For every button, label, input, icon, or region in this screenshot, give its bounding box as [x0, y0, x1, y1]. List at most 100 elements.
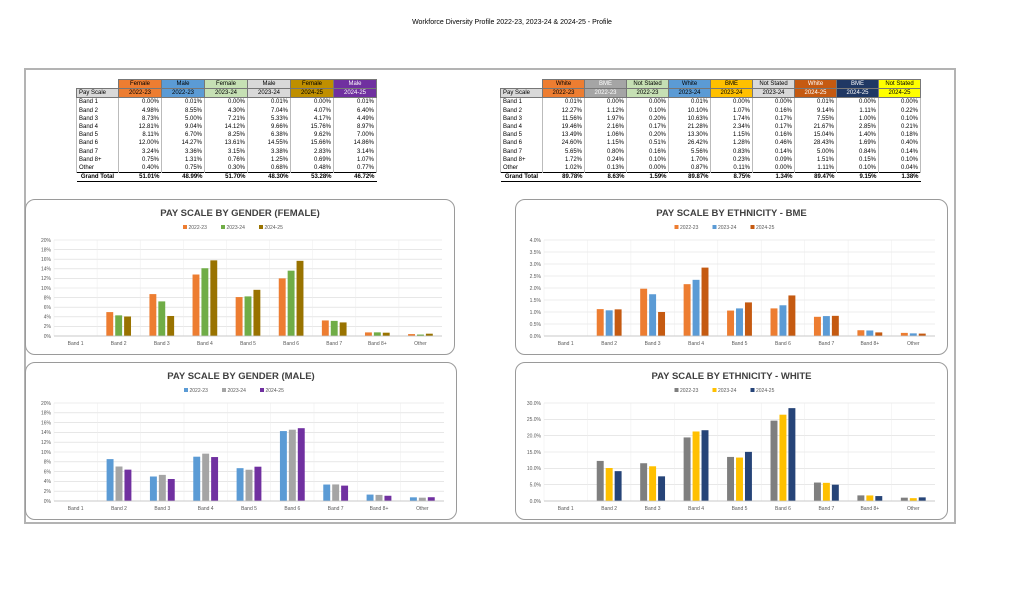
- bar: [701, 267, 709, 336]
- table-cell: 8.25%: [204, 131, 248, 140]
- table-group-header: BME: [836, 78, 879, 90]
- pay-scale-header: Pay Scale: [500, 88, 543, 99]
- table-cell: 0.23%: [710, 155, 753, 165]
- table-cell: 1.70%: [668, 155, 711, 165]
- x-tick-label: Band 4: [688, 341, 704, 347]
- table-cell: 6.38%: [247, 131, 291, 140]
- table-row: Other 1.02% 0.13% 0.00% 0.87% 0.11% 0.00% 1.11%…: [500, 164, 921, 173]
- table-cell: 0.77%: [333, 164, 377, 173]
- bar: [332, 484, 340, 501]
- year-header: 2022-23: [161, 88, 205, 99]
- x-tick-label: Band 5: [732, 506, 748, 512]
- table-cell: 0.22%: [878, 106, 921, 115]
- table-cell: 0.09%: [752, 155, 795, 165]
- table-group-header: Female: [290, 78, 334, 90]
- y-tick-label: 0.0%: [530, 334, 542, 340]
- bar: [831, 315, 839, 336]
- year-header: 2022-23: [584, 88, 627, 99]
- x-tick-label: Other: [414, 341, 427, 347]
- bar: [244, 296, 252, 336]
- table-row: Band 7 3.24% 3.36% 3.15% 3.38% 2.83% 3.14%: [76, 147, 377, 156]
- total-cell: 8.63%: [584, 172, 627, 183]
- table-cell: 0.21%: [878, 123, 921, 132]
- bar: [323, 484, 331, 501]
- chart-svg: PAY SCALE BY ETHNICITY - BME 2022-23 2023-…: [530, 208, 935, 347]
- y-tick-label: 15.0%: [527, 450, 542, 456]
- table-cell: 1.00%: [836, 114, 879, 124]
- bar: [235, 297, 243, 336]
- x-tick-label: Band 7: [328, 506, 344, 512]
- bar: [366, 494, 374, 501]
- chart-svg: PAY SCALE BY GENDER (MALE) 2022-23 2023-24…: [41, 371, 444, 512]
- y-tick-label: 2%: [44, 324, 52, 330]
- legend-swatch: [184, 388, 188, 392]
- table-cell: 0.00%: [204, 97, 248, 107]
- y-tick-label: 4%: [44, 479, 52, 485]
- table-cell: 0.68%: [247, 164, 291, 173]
- total-row: Grand Total 89.78% 8.63% 1.59% 89.87% 8.75% 1.…: [500, 172, 921, 183]
- table-cell: 0.18%: [878, 131, 921, 140]
- bar: [744, 302, 752, 336]
- y-tick-label: 14%: [41, 430, 52, 436]
- table-group-header: BME: [710, 78, 753, 90]
- table-cell: 15.76%: [290, 123, 334, 132]
- row-label: Band 6: [76, 139, 119, 148]
- row-label: Band 1: [500, 97, 543, 107]
- bar: [115, 466, 123, 501]
- table-cell: 0.04%: [878, 164, 921, 173]
- table-cell: 13.49%: [542, 131, 585, 140]
- x-tick-label: Band 5: [732, 341, 748, 347]
- table-row: Band 2 4.98% 8.55% 4.30% 7.04% 4.07% 6.40%: [76, 106, 377, 115]
- table-cell: 0.00%: [878, 97, 921, 107]
- year-header: 2024-25: [290, 88, 334, 99]
- table-group-header: Male: [161, 78, 205, 90]
- table-cell: 8.11%: [118, 131, 162, 140]
- table-cell: 6.70%: [161, 131, 205, 140]
- table-cell: 0.75%: [161, 164, 205, 173]
- gender-table: Female Male Female Male Female Male Pay Scale 2…: [76, 78, 377, 183]
- y-tick-label: 16%: [41, 420, 52, 426]
- bar: [106, 312, 114, 336]
- year-header: 2024-25: [794, 88, 837, 99]
- legend-swatch: [183, 225, 187, 229]
- bar: [640, 288, 648, 336]
- table-cell: 0.17%: [752, 114, 795, 124]
- table-cell: 3.14%: [333, 147, 377, 156]
- bar: [254, 466, 262, 501]
- bar: [779, 414, 787, 501]
- bar: [866, 330, 874, 336]
- total-cell: 51.70%: [204, 172, 248, 183]
- legend-swatch: [712, 388, 717, 392]
- x-tick-label: Band 2: [111, 506, 127, 512]
- table-cell: 0.13%: [584, 164, 627, 173]
- table-cell: 0.75%: [118, 155, 162, 165]
- chart-panel-female: PAY SCALE BY GENDER (FEMALE) 2022-23 2023-…: [25, 199, 455, 355]
- chart-svg: PAY SCALE BY GENDER (FEMALE) 2022-23 2023-…: [41, 208, 442, 347]
- x-tick-label: Band 1: [68, 341, 84, 347]
- total-cell: 1.34%: [752, 172, 795, 183]
- x-tick-label: Band 7: [818, 506, 834, 512]
- y-tick-label: 6%: [44, 469, 52, 475]
- bar: [788, 295, 796, 336]
- bar: [701, 430, 709, 501]
- x-tick-label: Band 2: [601, 341, 617, 347]
- table-cell: 2.34%: [710, 123, 753, 132]
- table-cell: 0.01%: [542, 97, 585, 107]
- legend-swatch: [674, 388, 679, 392]
- table-cell: 7.21%: [204, 114, 248, 124]
- bar: [909, 333, 917, 336]
- chart-title: PAY SCALE BY GENDER (FEMALE): [160, 208, 320, 219]
- bar: [866, 495, 874, 501]
- x-tick-label: Other: [416, 506, 429, 512]
- table-cell: 8.73%: [118, 114, 162, 124]
- x-tick-label: Band 6: [775, 341, 791, 347]
- table-cell: 0.16%: [752, 131, 795, 140]
- table-group-header: Not Stated: [878, 78, 921, 90]
- bar: [124, 469, 132, 501]
- table-cell: 7.04%: [247, 106, 291, 115]
- y-tick-label: 8%: [44, 460, 52, 466]
- table-cell: 0.00%: [626, 97, 669, 107]
- bar: [192, 274, 200, 336]
- table-cell: 1.02%: [542, 164, 585, 173]
- y-tick-label: 2.0%: [530, 286, 542, 292]
